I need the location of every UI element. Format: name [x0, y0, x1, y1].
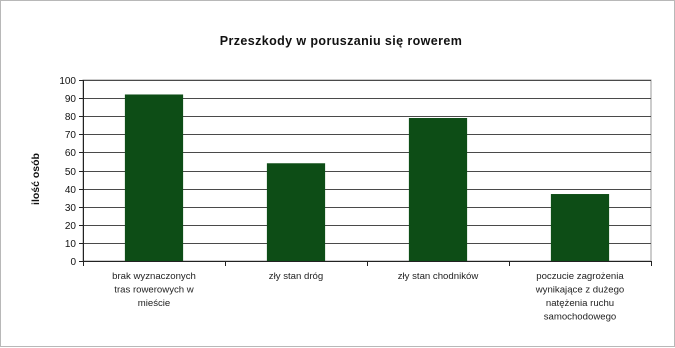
y-tick-labels: 0 10 20 30 40 50 60 70 80 90 100 [59, 76, 76, 268]
x-tick-label: zły stan chodników [398, 271, 479, 282]
y-tick-label: 0 [70, 257, 76, 268]
y-tick-label: 70 [65, 130, 77, 141]
bar [266, 163, 326, 261]
y-axis-label: ilość osób [30, 153, 42, 205]
x-tick-label: poczucie zagrożenia wynikające z dużego na… [535, 271, 625, 323]
chart-title: Przeszkody w poruszaniu się rowerem [220, 34, 463, 48]
x-tick-labels: brak wyznaczonych tras rowerowych w mieści… [112, 271, 624, 323]
y-tick-label: 60 [65, 148, 77, 159]
axes [79, 80, 652, 266]
bars [124, 94, 610, 261]
y-tick-label: 10 [65, 239, 77, 250]
y-tick-label: 40 [65, 185, 77, 196]
bar [550, 194, 610, 261]
y-tick-label: 100 [59, 76, 76, 87]
y-tick-label: 50 [65, 167, 77, 178]
x-tick-label: zły stan dróg [269, 271, 323, 282]
x-tick-label: brak wyznaczonych tras rowerowych w mieści… [112, 271, 196, 309]
y-tick-label: 20 [65, 221, 77, 232]
y-tick-label: 90 [65, 94, 77, 105]
y-tick-label: 80 [65, 112, 77, 123]
y-tick-label: 30 [65, 203, 77, 214]
bar [408, 118, 468, 261]
bar [124, 94, 184, 261]
